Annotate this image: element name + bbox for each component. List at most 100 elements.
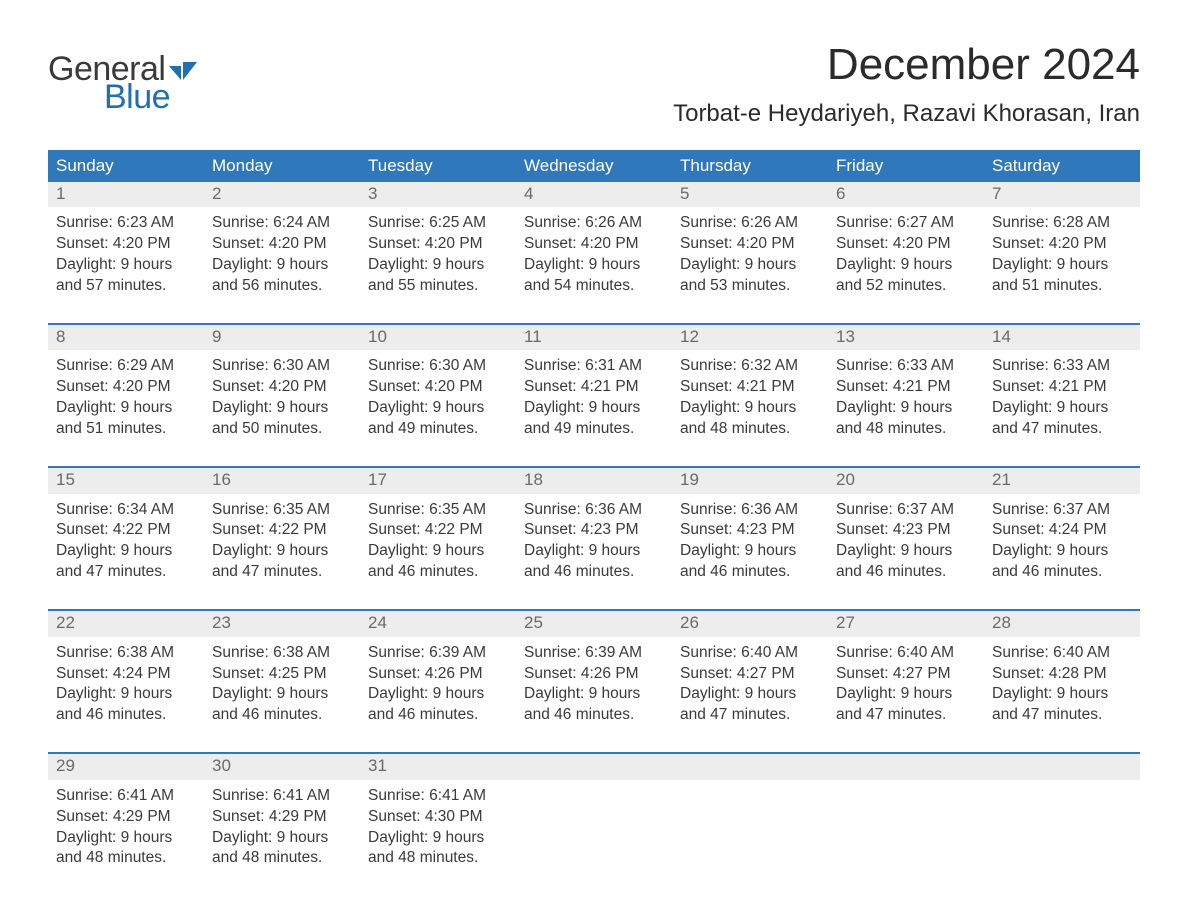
day-details: Sunrise: 6:40 AMSunset: 4:28 PMDaylight:… <box>984 637 1140 727</box>
daylight-line1: Daylight: 9 hours <box>680 398 820 419</box>
sunrise-text: Sunrise: 6:26 AM <box>524 213 664 234</box>
sunrise-text: Sunrise: 6:30 AM <box>368 356 508 377</box>
calendar-day: 14Sunrise: 6:33 AMSunset: 4:21 PMDayligh… <box>984 325 1140 467</box>
daylight-line2: and 46 minutes. <box>524 562 664 583</box>
calendar-day: 8Sunrise: 6:29 AMSunset: 4:20 PMDaylight… <box>48 325 204 467</box>
daylight-line1: Daylight: 9 hours <box>212 828 352 849</box>
sunset-text: Sunset: 4:26 PM <box>368 664 508 685</box>
sunset-text: Sunset: 4:21 PM <box>836 377 976 398</box>
day-number: 20 <box>828 468 984 493</box>
calendar-day: 12Sunrise: 6:32 AMSunset: 4:21 PMDayligh… <box>672 325 828 467</box>
daylight-line1: Daylight: 9 hours <box>212 541 352 562</box>
day-number: 3 <box>360 182 516 207</box>
daylight-line2: and 48 minutes. <box>212 848 352 869</box>
calendar-day: 24Sunrise: 6:39 AMSunset: 4:26 PMDayligh… <box>360 611 516 753</box>
calendar-day: 15Sunrise: 6:34 AMSunset: 4:22 PMDayligh… <box>48 468 204 610</box>
col-sunday: Sunday <box>48 150 204 182</box>
day-details: Sunrise: 6:34 AMSunset: 4:22 PMDaylight:… <box>48 494 204 584</box>
day-number: 8 <box>48 325 204 350</box>
sunrise-text: Sunrise: 6:36 AM <box>680 500 820 521</box>
daylight-line2: and 47 minutes. <box>992 419 1132 440</box>
calendar-day: 1Sunrise: 6:23 AMSunset: 4:20 PMDaylight… <box>48 182 204 324</box>
day-number: 23 <box>204 611 360 636</box>
day-number: 28 <box>984 611 1140 636</box>
sunrise-text: Sunrise: 6:25 AM <box>368 213 508 234</box>
calendar-day <box>984 754 1140 895</box>
daylight-line2: and 47 minutes. <box>992 705 1132 726</box>
daylight-line1: Daylight: 9 hours <box>368 398 508 419</box>
sunrise-text: Sunrise: 6:38 AM <box>56 643 196 664</box>
daylight-line1: Daylight: 9 hours <box>836 684 976 705</box>
sunrise-text: Sunrise: 6:33 AM <box>992 356 1132 377</box>
calendar-header-row: Sunday Monday Tuesday Wednesday Thursday… <box>48 150 1140 182</box>
sunrise-text: Sunrise: 6:40 AM <box>680 643 820 664</box>
daylight-line1: Daylight: 9 hours <box>56 684 196 705</box>
day-details: Sunrise: 6:38 AMSunset: 4:25 PMDaylight:… <box>204 637 360 727</box>
day-number: 9 <box>204 325 360 350</box>
sunset-text: Sunset: 4:26 PM <box>524 664 664 685</box>
sunset-text: Sunset: 4:28 PM <box>992 664 1132 685</box>
calendar-day: 27Sunrise: 6:40 AMSunset: 4:27 PMDayligh… <box>828 611 984 753</box>
calendar-day: 13Sunrise: 6:33 AMSunset: 4:21 PMDayligh… <box>828 325 984 467</box>
sunrise-text: Sunrise: 6:40 AM <box>836 643 976 664</box>
daylight-line2: and 51 minutes. <box>992 276 1132 297</box>
location-text: Torbat-e Heydariyeh, Razavi Khorasan, Ir… <box>673 100 1140 128</box>
sunrise-text: Sunrise: 6:36 AM <box>524 500 664 521</box>
daylight-line2: and 48 minutes. <box>680 419 820 440</box>
sunset-text: Sunset: 4:22 PM <box>212 520 352 541</box>
day-details: Sunrise: 6:31 AMSunset: 4:21 PMDaylight:… <box>516 350 672 440</box>
sunset-text: Sunset: 4:29 PM <box>212 807 352 828</box>
calendar-day: 7Sunrise: 6:28 AMSunset: 4:20 PMDaylight… <box>984 182 1140 324</box>
header-region: General Blue December 2024 Torbat-e Heyd… <box>48 40 1140 128</box>
calendar-week: 29 Sunrise: 6:41 AM Sunset: 4:29 PMDayligh… <box>48 754 1140 895</box>
sunrise-text: Sunrise: 6:38 AM <box>212 643 352 664</box>
calendar-day: 16Sunrise: 6:35 AMSunset: 4:22 PMDayligh… <box>204 468 360 610</box>
day-details: Sunrise: 6:36 AMSunset: 4:23 PMDaylight:… <box>672 494 828 584</box>
calendar-week: 8Sunrise: 6:29 AMSunset: 4:20 PMDaylight… <box>48 325 1140 467</box>
day-number: 29 <box>48 754 204 779</box>
calendar-day: 25Sunrise: 6:39 AMSunset: 4:26 PMDayligh… <box>516 611 672 753</box>
sunrise-text: Sunrise: 6:41 AM <box>56 786 196 807</box>
calendar-day: 3Sunrise: 6:25 AMSunset: 4:20 PMDaylight… <box>360 182 516 324</box>
sunset-text: Sunset: 4:20 PM <box>368 377 508 398</box>
logo-flag-icon <box>169 62 197 82</box>
daylight-line1: Daylight: 9 hours <box>212 255 352 276</box>
page-title: December 2024 <box>673 40 1140 90</box>
day-details: Sunrise: 6:33 AMSunset: 4:21 PMDaylight:… <box>828 350 984 440</box>
daylight-line1: Daylight: 9 hours <box>680 255 820 276</box>
sunset-text: Sunset: 4:24 PM <box>992 520 1132 541</box>
day-number: 16 <box>204 468 360 493</box>
col-thursday: Thursday <box>672 150 828 182</box>
calendar-day: 4Sunrise: 6:26 AMSunset: 4:20 PMDaylight… <box>516 182 672 324</box>
sunset-text: Sunset: 4:20 PM <box>368 234 508 255</box>
calendar-day <box>516 754 672 895</box>
daylight-line2: and 50 minutes. <box>212 419 352 440</box>
daylight-line1: Daylight: 9 hours <box>680 541 820 562</box>
day-details: Sunrise: 6:37 AMSunset: 4:23 PMDaylight:… <box>828 494 984 584</box>
sunset-text: Sunset: 4:20 PM <box>680 234 820 255</box>
calendar-week: 22Sunrise: 6:38 AMSunset: 4:24 PMDayligh… <box>48 611 1140 753</box>
daylight-line2: and 54 minutes. <box>524 276 664 297</box>
daylight-line2: and 46 minutes. <box>524 705 664 726</box>
daylight-line2: and 49 minutes. <box>368 419 508 440</box>
daylight-line2: and 48 minutes. <box>368 848 508 869</box>
day-number: 4 <box>516 182 672 207</box>
day-number: 30 <box>204 754 360 779</box>
calendar-day: 19Sunrise: 6:36 AMSunset: 4:23 PMDayligh… <box>672 468 828 610</box>
daylight-line1: Daylight: 9 hours <box>836 541 976 562</box>
calendar-day: 6Sunrise: 6:27 AMSunset: 4:20 PMDaylight… <box>828 182 984 324</box>
sunset-text: Sunset: 4:21 PM <box>524 377 664 398</box>
day-details: Sunrise: 6:27 AMSunset: 4:20 PMDaylight:… <box>828 207 984 297</box>
sunrise-text: Sunrise: 6:30 AM <box>212 356 352 377</box>
day-details: Sunrise: 6:35 AMSunset: 4:22 PMDaylight:… <box>360 494 516 584</box>
sunset-text: Sunset: 4:30 PM <box>368 807 508 828</box>
day-number: 13 <box>828 325 984 350</box>
sunset-text: Sunset: 4:20 PM <box>836 234 976 255</box>
daylight-line1: Daylight: 9 hours <box>56 398 196 419</box>
day-number: 26 <box>672 611 828 636</box>
sunrise-text: Sunrise: 6:24 AM <box>212 213 352 234</box>
day-number: 17 <box>360 468 516 493</box>
day-number-empty <box>516 754 672 779</box>
day-number-empty <box>828 754 984 779</box>
day-details: Sunrise: 6:40 AMSunset: 4:27 PMDaylight:… <box>828 637 984 727</box>
